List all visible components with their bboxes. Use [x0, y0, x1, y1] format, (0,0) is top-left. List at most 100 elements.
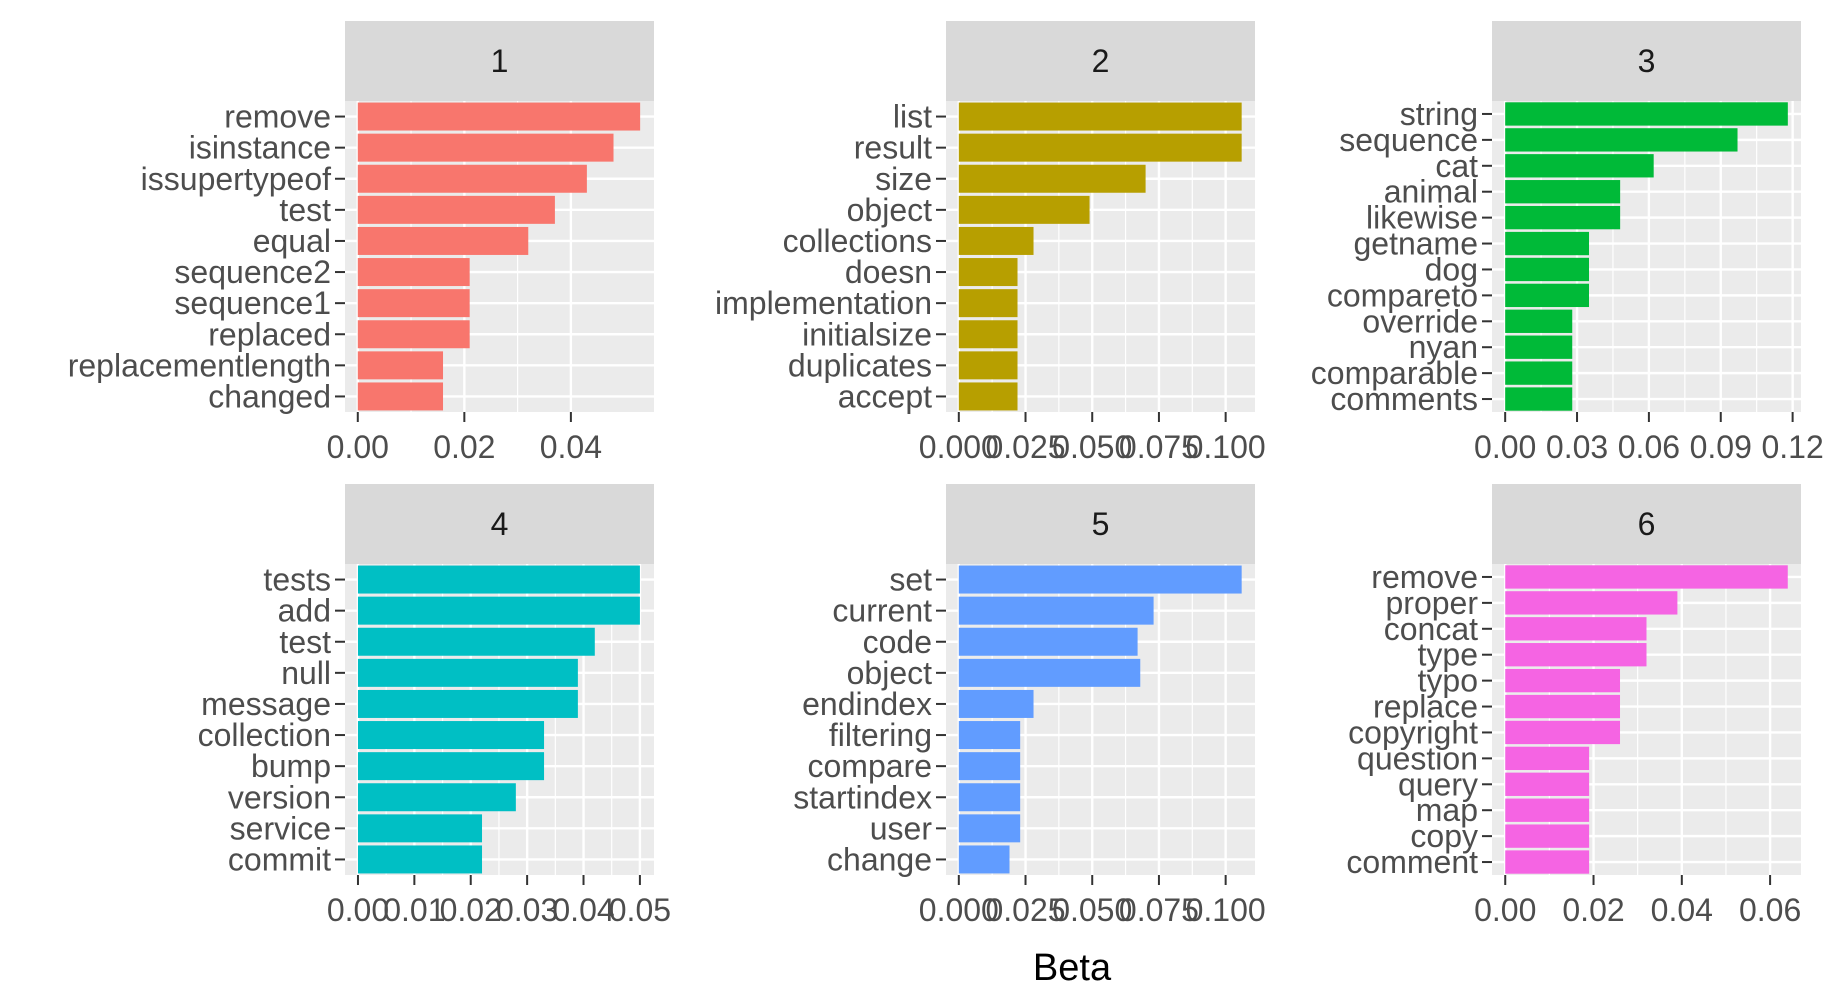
x-tick-label: 0.09	[1690, 429, 1752, 465]
y-tick-label: string	[1400, 96, 1478, 132]
x-tick-label: 0.00	[1474, 429, 1536, 465]
x-tick-label: 0.025	[985, 892, 1065, 928]
bar-startindex	[958, 783, 1021, 812]
y-tick-label: map	[1416, 792, 1478, 828]
y-tick-label: proper	[1386, 585, 1479, 621]
bar-test	[357, 627, 595, 656]
facet-strip	[1492, 21, 1801, 101]
y-tick-label: filtering	[829, 717, 932, 753]
bar-user	[958, 814, 1021, 843]
x-tick-label: 0.100	[1186, 429, 1266, 465]
y-tick-label: issupertypeof	[141, 161, 331, 197]
bar-size	[958, 164, 1146, 193]
y-tick-label: sequence1	[174, 285, 331, 321]
bar-override	[1505, 309, 1573, 333]
bar-copyright	[1505, 720, 1621, 745]
y-tick-label: object	[847, 655, 933, 691]
y-tick-label: replaced	[208, 316, 331, 352]
facet-strip-label: 5	[1092, 506, 1110, 542]
y-tick-label: doesn	[845, 254, 932, 290]
x-tick-label: 0.04	[1651, 892, 1713, 928]
facet-strip	[1492, 484, 1801, 564]
facet-panel-3: 3 stringsequencecatanimallikewisegetnamed…	[1311, 21, 1824, 465]
bar-commit	[357, 845, 483, 874]
bar-add	[357, 596, 640, 625]
x-axis-title: Beta	[1033, 947, 1112, 989]
bar-implementation	[958, 289, 1018, 318]
facet-panel-5: 5 setcurrentcodeobjectendindexfilteringco…	[793, 484, 1266, 928]
bar-getname	[1505, 231, 1590, 256]
facet-strip-label: 3	[1638, 43, 1656, 79]
x-tick-label: 0.05	[609, 892, 671, 928]
y-tick-label: null	[281, 655, 331, 691]
y-tick-label: type	[1418, 637, 1478, 673]
bar-code	[958, 627, 1138, 656]
y-tick-label: question	[1357, 740, 1478, 776]
bar-isinstance	[357, 133, 614, 162]
bar-comparable	[1505, 361, 1573, 385]
bar-type	[1505, 643, 1647, 667]
x-tick-label: 0.04	[540, 429, 602, 465]
y-tick-label: remove	[224, 99, 331, 135]
y-tick-label: initialsize	[802, 316, 932, 352]
bar-likewise	[1505, 205, 1621, 230]
x-tick-label: 0.03	[496, 892, 558, 928]
bar-cat	[1505, 154, 1654, 178]
bar-endindex	[958, 689, 1034, 718]
y-tick-label: copy	[1410, 818, 1478, 854]
y-tick-label: accept	[838, 378, 932, 414]
bar-sequence1	[357, 289, 470, 318]
x-tick-label: 0.075	[1119, 429, 1199, 465]
bar-query	[1505, 772, 1590, 796]
facet-panel-1: 1removeisinstanceissupertypeoftestequals…	[68, 21, 654, 465]
bar-remove	[1505, 565, 1788, 589]
y-tick-label: likewise	[1366, 200, 1478, 236]
x-tick-label: 0.06	[1739, 892, 1801, 928]
y-tick-label: endindex	[802, 686, 932, 722]
bar-equal	[357, 226, 529, 255]
bar-remove	[357, 102, 641, 131]
bar-set	[958, 565, 1242, 594]
y-tick-label: compareto	[1327, 277, 1478, 313]
y-tick-label: typo	[1418, 663, 1478, 699]
facet-panel-6: 6 removeproperconcattypetyporeplacecopyri…	[1346, 484, 1801, 928]
panel-background	[1492, 564, 1801, 875]
bar-proper	[1505, 591, 1678, 615]
y-tick-label: current	[832, 593, 932, 629]
bar-typo	[1505, 668, 1621, 693]
y-tick-label: user	[870, 810, 933, 846]
x-tick-label: 0.04	[552, 892, 614, 928]
panel-background	[1492, 101, 1801, 412]
y-tick-label: comment	[1346, 844, 1478, 880]
y-tick-label: isinstance	[189, 130, 331, 166]
x-tick-label: 0.02	[433, 429, 495, 465]
y-tick-label: duplicates	[788, 347, 932, 383]
y-tick-label: version	[228, 779, 331, 815]
x-tick-label: 0.03	[1546, 429, 1608, 465]
bar-replacementlength	[357, 351, 444, 380]
y-tick-label: cat	[1435, 148, 1478, 184]
bar-replaced	[357, 320, 470, 349]
y-tick-label: collection	[198, 717, 331, 753]
y-tick-label: compare	[808, 748, 933, 784]
x-tick-label: 0.06	[1618, 429, 1680, 465]
y-tick-label: getname	[1353, 226, 1478, 262]
bar-object	[958, 195, 1090, 224]
bar-service	[357, 814, 483, 843]
y-tick-label: test	[279, 192, 331, 228]
y-tick-label: code	[863, 624, 932, 660]
bar-map	[1505, 798, 1590, 822]
y-tick-label: changed	[208, 378, 331, 414]
bar-object	[958, 658, 1141, 687]
y-tick-label: remove	[1371, 559, 1478, 595]
y-tick-label: nyan	[1409, 329, 1478, 365]
facet-panel-2: 2 listresultsizeobjectcollectionsdoesnimp…	[715, 21, 1266, 465]
facet-strip	[345, 21, 654, 101]
bar-null	[357, 658, 578, 687]
y-tick-label: commit	[228, 841, 331, 877]
bar-nyan	[1505, 335, 1573, 359]
bar-sequence2	[357, 258, 470, 287]
y-tick-label: animal	[1384, 174, 1478, 210]
facet-strip-label: 4	[491, 506, 509, 542]
